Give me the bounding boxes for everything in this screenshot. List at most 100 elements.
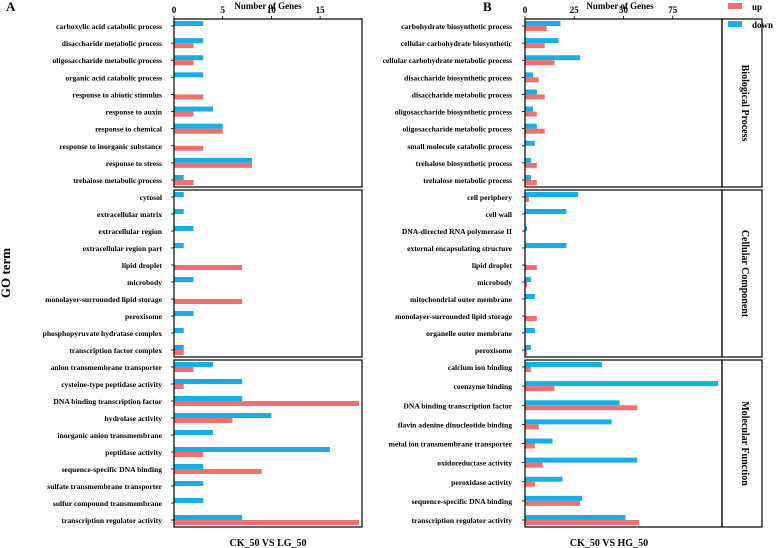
y-tick-label: DNA binding transcription factor bbox=[403, 401, 512, 410]
x-tick-label: 75 bbox=[668, 5, 678, 15]
y-tick-label: organelle outer membrane bbox=[426, 329, 513, 338]
y-tick-label: peptidase activity bbox=[105, 448, 162, 457]
facet-frame bbox=[173, 189, 363, 358]
bar-down bbox=[525, 438, 553, 444]
bar-down bbox=[174, 277, 194, 282]
bar-up bbox=[174, 128, 223, 134]
x-axis-title-bottom: CK_50 VS HG_50 bbox=[570, 538, 648, 548]
y-tick-label: calcium ion binding bbox=[448, 363, 512, 372]
y-tick-label: organic acid catabolic process bbox=[65, 73, 162, 82]
y-tick-label: oligosaccharide metabolic process bbox=[52, 56, 162, 65]
bar-down bbox=[174, 396, 243, 401]
x-tick-label: 5 bbox=[220, 5, 225, 15]
bar-down bbox=[525, 21, 561, 26]
bar-down bbox=[525, 495, 583, 501]
y-tick-label: cysteine-type peptidase activity bbox=[61, 380, 162, 389]
y-tick-label: mitochondrial outer membrane bbox=[410, 295, 513, 304]
bar-down bbox=[174, 55, 204, 61]
bar-up bbox=[174, 469, 262, 474]
bar-up bbox=[525, 462, 543, 468]
bar-up bbox=[174, 180, 194, 185]
bar-down bbox=[525, 123, 537, 129]
bar-up bbox=[525, 162, 537, 168]
y-tick-label: transcription regulator activity bbox=[61, 516, 162, 525]
legend-label-up: up bbox=[752, 2, 762, 12]
y-tick-label: trehalose metabolic process bbox=[423, 176, 512, 185]
y-tick-label: response to inorganic substance bbox=[59, 142, 162, 151]
facet-frame bbox=[524, 18, 723, 188]
facet-strip-label: Cellular Component bbox=[739, 230, 750, 318]
bar-up bbox=[525, 386, 555, 392]
y-tick-label: disaccharide metabolic process bbox=[62, 39, 162, 48]
bar-down bbox=[525, 55, 581, 61]
bar-up bbox=[174, 520, 360, 525]
bar-down bbox=[174, 515, 243, 520]
bar-down bbox=[525, 419, 612, 425]
y-tick-label: disaccharide metabolic process bbox=[412, 90, 512, 99]
bar-up bbox=[174, 145, 204, 151]
y-tick-label: monolayer-surrounded lipid storage bbox=[395, 312, 512, 321]
bar-down bbox=[174, 481, 204, 486]
bar-up bbox=[174, 350, 184, 355]
bar-down bbox=[525, 328, 535, 333]
x-tick-label: 50 bbox=[619, 5, 629, 15]
bar-down bbox=[174, 157, 252, 163]
bar-up bbox=[174, 401, 360, 406]
bar-down bbox=[174, 21, 204, 26]
y-tick-label: anion transmembrane transporter bbox=[51, 363, 163, 372]
y-tick-label: metal ion transmembrane transporter bbox=[389, 440, 513, 449]
panel-label-B: B bbox=[483, 0, 492, 14]
bar-up bbox=[525, 520, 640, 525]
legend-swatch-down bbox=[728, 21, 742, 27]
x-tick-label: 0 bbox=[523, 5, 528, 15]
y-tick-label: sulfate transmembrane transporter bbox=[47, 482, 162, 491]
bar-down bbox=[525, 89, 537, 95]
bar-up bbox=[525, 282, 527, 287]
y-tick-label: inorganic anion transmembrane bbox=[57, 431, 162, 440]
y-tick-label: transcription regulator activity bbox=[411, 516, 512, 525]
facet-frame bbox=[173, 18, 363, 188]
y-tick-label: cell periphery bbox=[467, 193, 512, 202]
facet-frame bbox=[173, 359, 363, 528]
bar-down bbox=[174, 38, 204, 44]
bar-down bbox=[525, 515, 626, 520]
facet-strip-label: Molecular Function bbox=[739, 401, 750, 486]
bar-down bbox=[525, 294, 535, 299]
y-tick-label: peroxisome bbox=[475, 346, 513, 355]
bar-up bbox=[525, 60, 555, 66]
bar-up bbox=[525, 350, 527, 355]
y-tick-label: sulfur compound transmembrane bbox=[53, 499, 163, 508]
facet-strip-box bbox=[721, 189, 763, 358]
bar-up bbox=[525, 128, 545, 134]
y-tick-label: cellular carbohydrate metabolic process bbox=[383, 56, 512, 65]
y-tick-label: lipid droplet bbox=[472, 261, 513, 270]
bar-up bbox=[525, 481, 535, 487]
bar-up bbox=[525, 180, 537, 185]
y-tick-label: oligosaccharide biosynthetic process bbox=[395, 108, 512, 117]
bar-down bbox=[525, 226, 527, 231]
y-tick-label: cell wall bbox=[486, 210, 512, 219]
bar-down bbox=[525, 140, 535, 146]
bar-down bbox=[525, 38, 559, 44]
bar-up bbox=[174, 418, 233, 423]
bar-down bbox=[174, 464, 204, 469]
bar-down bbox=[174, 498, 204, 503]
y-tick-label: extracellular region bbox=[98, 227, 162, 236]
bar-up bbox=[174, 43, 194, 49]
y-tick-label: lipid droplet bbox=[122, 261, 163, 270]
y-tick-label: response to chemical bbox=[95, 125, 162, 134]
bar-down bbox=[525, 381, 719, 387]
bar-up bbox=[174, 265, 243, 270]
bar-down bbox=[525, 243, 567, 248]
y-tick-label: external encapsulating structure bbox=[407, 244, 513, 253]
legend-label-down: down bbox=[752, 20, 773, 30]
bar-down bbox=[174, 311, 194, 316]
x-tick-label: 0 bbox=[172, 5, 177, 15]
bar-up bbox=[525, 367, 531, 372]
bar-down bbox=[174, 345, 184, 350]
bar-up bbox=[174, 299, 243, 304]
bar-down bbox=[525, 277, 531, 282]
y-tick-label: carboxylic acid catabolic process bbox=[56, 22, 162, 31]
bar-down bbox=[174, 106, 213, 112]
